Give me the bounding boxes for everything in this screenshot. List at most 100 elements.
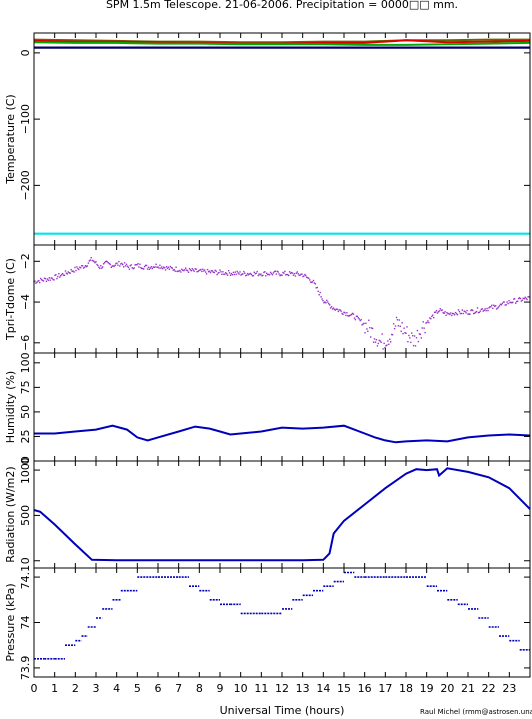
data-point — [219, 269, 221, 271]
data-point — [40, 279, 43, 281]
data-point — [329, 307, 332, 309]
data-point — [199, 269, 201, 271]
y-tick-label: 500 — [19, 505, 32, 526]
data-point — [61, 272, 64, 275]
data-point — [477, 311, 480, 314]
data-point — [191, 268, 193, 270]
data-point — [510, 301, 512, 303]
chart-title: SPM 1.5m Telescope. 21-06-2006. Precipit… — [106, 0, 458, 11]
data-point — [237, 272, 239, 274]
data-point — [131, 267, 133, 269]
data-point — [67, 271, 69, 273]
data-point — [292, 274, 295, 276]
data-point — [233, 273, 235, 276]
data-point — [275, 273, 277, 275]
data-point — [222, 271, 224, 273]
data-point — [408, 334, 410, 337]
data-point — [411, 332, 413, 334]
data-point — [174, 270, 176, 272]
data-point — [494, 305, 496, 307]
data-point — [345, 314, 347, 317]
data-point — [403, 327, 405, 329]
data-point — [112, 265, 114, 267]
data-point — [139, 263, 141, 265]
panel-frame — [33, 352, 531, 462]
data-point — [399, 325, 401, 327]
data-point — [340, 310, 342, 312]
data-point — [363, 322, 365, 325]
data-point — [243, 270, 245, 273]
data-point — [522, 297, 524, 299]
data-point — [236, 270, 238, 273]
data-point — [336, 308, 338, 310]
series-line — [34, 424, 531, 444]
data-point — [156, 266, 158, 268]
data-point — [39, 281, 41, 284]
x-tick-label: 1 — [51, 682, 58, 695]
data-point — [505, 304, 507, 306]
data-point — [60, 274, 62, 277]
data-point — [439, 308, 441, 310]
data-point — [414, 345, 417, 347]
data-point — [184, 269, 186, 271]
data-point — [359, 319, 361, 322]
data-point — [267, 273, 269, 276]
data-point — [249, 272, 252, 275]
data-point — [227, 270, 230, 272]
data-point — [88, 260, 90, 262]
data-point — [116, 262, 118, 264]
data-point — [94, 262, 96, 264]
data-point — [327, 301, 329, 303]
x-tick-label: 8 — [196, 682, 203, 695]
data-point — [384, 347, 386, 349]
data-point — [242, 273, 244, 275]
data-point — [487, 309, 489, 312]
data-point — [471, 309, 473, 311]
data-point — [339, 309, 341, 311]
data-point — [90, 257, 92, 259]
data-point — [238, 273, 240, 275]
data-point — [69, 272, 71, 274]
data-point — [300, 273, 302, 275]
data-point — [87, 262, 90, 264]
data-point — [519, 297, 522, 300]
data-point — [124, 265, 127, 267]
data-point — [294, 275, 297, 277]
data-point — [89, 259, 91, 261]
data-point — [508, 300, 510, 302]
data-point — [463, 310, 465, 312]
data-point — [451, 314, 453, 317]
x-tick-label: 5 — [134, 682, 141, 695]
data-point — [304, 273, 306, 276]
data-point — [523, 298, 525, 300]
data-point — [516, 300, 519, 302]
data-point — [412, 344, 415, 347]
data-point — [57, 275, 59, 278]
data-point — [240, 274, 242, 276]
data-point — [410, 341, 412, 344]
data-point — [246, 274, 248, 276]
data-point — [121, 262, 123, 265]
data-point — [172, 269, 174, 271]
data-point — [211, 270, 214, 272]
data-point — [188, 267, 191, 270]
data-point — [205, 273, 208, 275]
panel-frame — [33, 460, 531, 569]
data-point — [230, 272, 233, 275]
data-point — [479, 310, 482, 312]
y-tick-label: 0 — [19, 49, 32, 56]
data-point — [153, 266, 155, 269]
data-point — [142, 267, 144, 270]
y-axis-label: Temperature (C) — [4, 94, 17, 184]
data-point — [281, 274, 283, 276]
data-point — [310, 281, 313, 284]
data-point — [111, 265, 113, 267]
data-point — [234, 271, 236, 273]
data-point — [360, 319, 362, 321]
data-point — [225, 272, 227, 274]
x-tick-label: 10 — [234, 682, 248, 695]
data-point — [258, 273, 260, 275]
